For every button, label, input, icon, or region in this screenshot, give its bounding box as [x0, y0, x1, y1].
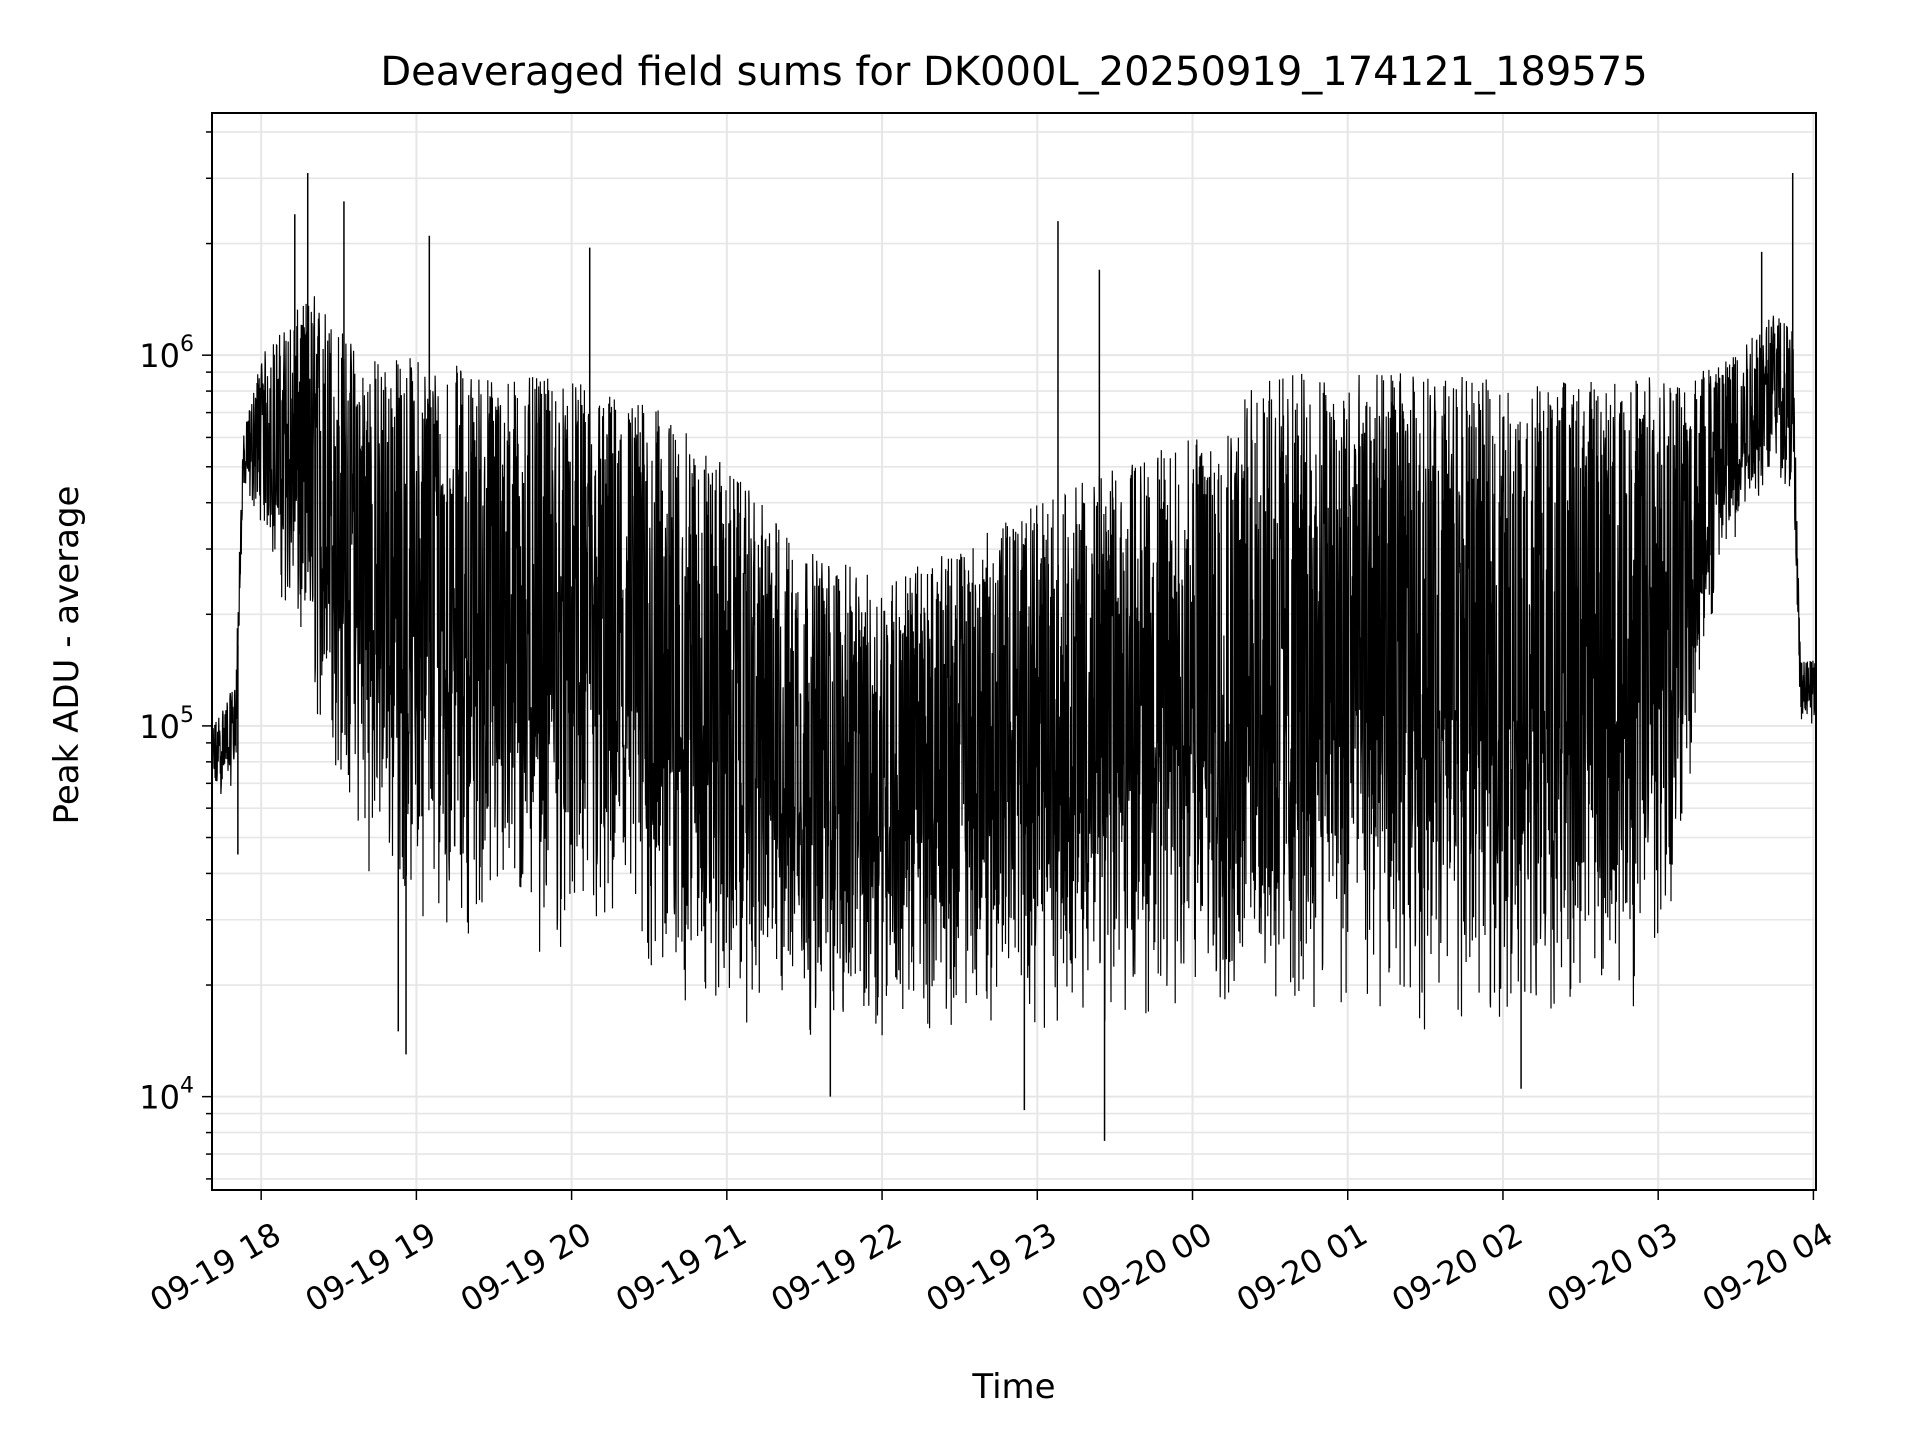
- y-tick-label: 106: [139, 332, 194, 375]
- chart-title: Deaveraged field sums for DK000L_2025091…: [380, 49, 1647, 95]
- y-tick-label: 105: [139, 703, 194, 746]
- series-layer: [211, 173, 1817, 1141]
- plot-frame: [211, 112, 1817, 1191]
- series-line: [211, 296, 1817, 1036]
- y-axis: 104 105 106: [139, 131, 212, 1180]
- y-tick-label: 104: [139, 1074, 194, 1117]
- y-axis-label: Peak ADU - average: [47, 486, 87, 825]
- x-axis-label: Time: [971, 1367, 1055, 1407]
